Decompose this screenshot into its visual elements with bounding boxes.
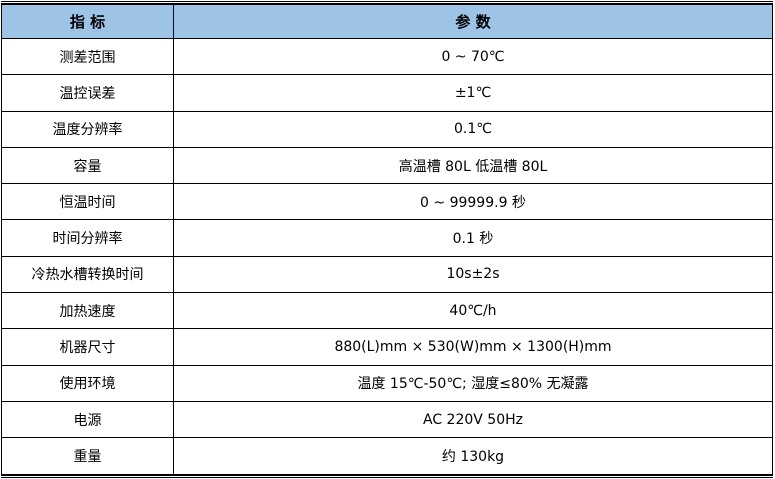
row-label: 冷热水槽转换时间: [1, 255, 174, 294]
row-value: 高温槽 80L 低温槽 80L: [173, 146, 773, 185]
row-value: 0 ~ 70℃: [173, 37, 773, 76]
table-row: 温控误差 ±1℃: [1, 74, 773, 112]
row-value: 0.1 秒: [173, 219, 773, 257]
table-row: 恒温时间 0 ~ 99999.9 秒: [1, 183, 773, 221]
spec-table: 指 标 参 数 测差范围 0 ~ 70℃ 温控误差 ±1℃ 温度分辨率 0.1℃ 容量 高温槽…: [1, 4, 773, 475]
row-value: 0 ~ 99999.9 秒: [173, 183, 773, 221]
row-label: 电源: [1, 400, 174, 439]
row-label: 加热速度: [1, 292, 174, 330]
table-row: 时间分辨率 0.1 秒: [1, 219, 773, 257]
row-value: 880(L)mm × 530(W)mm × 1300(H)mm: [173, 328, 773, 366]
table-row: 冷热水槽转换时间 10s±2s: [1, 255, 773, 294]
row-value: 0.1℃: [173, 110, 773, 148]
row-value: AC 220V 50Hz: [173, 400, 773, 439]
table-row: 容量 高温槽 80L 低温槽 80L: [1, 146, 773, 185]
row-value: ±1℃: [173, 74, 773, 112]
row-label: 机器尺寸: [1, 328, 174, 366]
table-row: 使用环境 温度 15℃-50℃; 湿度≤80% 无凝露: [1, 364, 773, 402]
table-row: 加热速度 40℃/h: [1, 292, 773, 330]
header-indicator: 指 标: [1, 4, 174, 39]
table-header-row: 指 标 参 数: [1, 4, 773, 39]
table-row: 电源 AC 220V 50Hz: [1, 400, 773, 439]
table-row: 机器尺寸 880(L)mm × 530(W)mm × 1300(H)mm: [1, 328, 773, 366]
row-value: 约 130kg: [173, 437, 773, 475]
row-label: 温度分辨率: [1, 110, 174, 148]
row-label: 测差范围: [1, 37, 174, 76]
table-row: 重量约 130kg: [1, 437, 773, 475]
table-row: 温度分辨率 0.1℃: [1, 110, 773, 148]
row-label: 使用环境: [1, 364, 174, 402]
row-label: 重量: [1, 437, 174, 475]
table-row: 测差范围 0 ~ 70℃: [1, 37, 773, 76]
row-label: 时间分辨率: [1, 219, 174, 257]
row-label: 容量: [1, 146, 174, 185]
row-label: 恒温时间: [1, 183, 174, 221]
row-value: 40℃/h: [173, 292, 773, 330]
header-parameter: 参 数: [173, 4, 773, 39]
row-label: 温控误差: [1, 74, 174, 112]
row-value: 温度 15℃-50℃; 湿度≤80% 无凝露: [173, 364, 773, 402]
row-value: 10s±2s: [173, 255, 773, 294]
